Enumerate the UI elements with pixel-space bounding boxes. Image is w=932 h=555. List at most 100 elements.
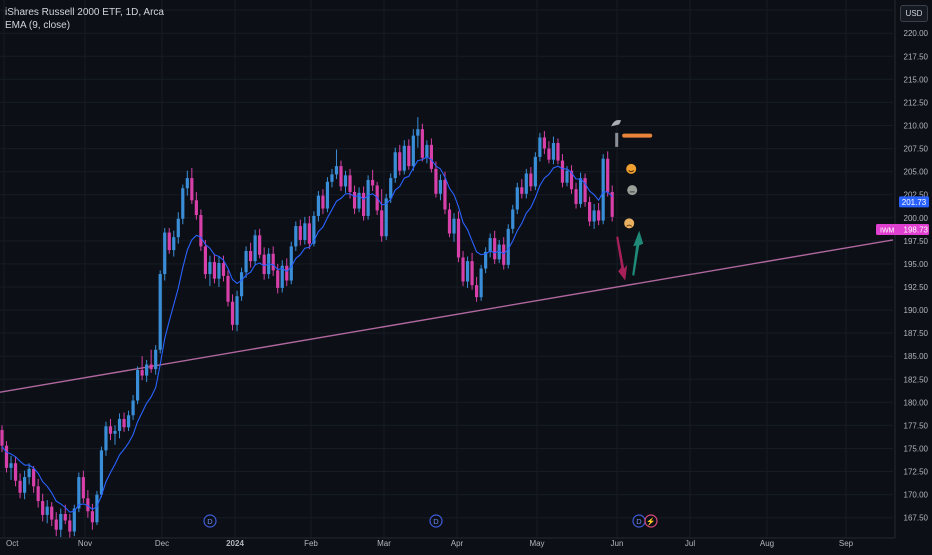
candle bbox=[325, 177, 330, 213]
candle-body bbox=[99, 450, 104, 495]
price-tick-label: 210.00 bbox=[904, 122, 929, 131]
smiley-icon[interactable] bbox=[626, 163, 637, 174]
candle-body bbox=[154, 349, 158, 370]
symbol-title[interactable]: iShares Russell 2000 ETF, 1D, Arca bbox=[5, 7, 164, 18]
candle bbox=[117, 413, 122, 439]
candle bbox=[54, 512, 58, 537]
candle bbox=[452, 213, 456, 242]
candle bbox=[285, 258, 289, 287]
candle-body bbox=[592, 210, 596, 222]
trendline-layer[interactable] bbox=[0, 239, 894, 393]
candle-body bbox=[465, 261, 470, 282]
candle-body bbox=[565, 170, 569, 183]
candle bbox=[158, 270, 162, 354]
time-tick-label: Jul bbox=[685, 539, 695, 548]
candle bbox=[249, 242, 253, 268]
candle-body bbox=[271, 253, 275, 271]
candle-body bbox=[461, 257, 465, 282]
event-markers-layer[interactable]: D D D ⚡ bbox=[203, 514, 658, 528]
candle bbox=[515, 182, 519, 215]
candle bbox=[167, 227, 171, 254]
candle bbox=[434, 161, 438, 198]
candle bbox=[398, 144, 402, 176]
price-tick-label: 200.00 bbox=[904, 214, 929, 223]
candle-body bbox=[4, 445, 9, 468]
candle-body bbox=[126, 415, 131, 428]
candle bbox=[9, 455, 13, 480]
candles-layer bbox=[0, 117, 614, 538]
candle bbox=[145, 359, 149, 383]
currency-button[interactable]: USD bbox=[900, 5, 928, 22]
candle-body bbox=[538, 137, 542, 157]
last-price-badge[interactable]: 201.73 bbox=[899, 196, 929, 208]
candle bbox=[569, 165, 574, 194]
candle bbox=[32, 466, 36, 493]
candle-body bbox=[108, 426, 113, 434]
dividend-marker-icon[interactable]: D bbox=[632, 514, 646, 528]
support-trendline[interactable] bbox=[0, 239, 894, 393]
candle bbox=[90, 503, 94, 530]
hammer-head bbox=[611, 120, 622, 127]
candle bbox=[59, 508, 63, 538]
candle-body bbox=[601, 158, 605, 221]
candle bbox=[416, 117, 420, 148]
candle-body bbox=[203, 246, 207, 275]
earnings-flash-icon[interactable]: ⚡ bbox=[644, 514, 658, 528]
candle bbox=[475, 276, 479, 302]
candle bbox=[172, 230, 176, 257]
dividend-marker-icon[interactable]: D bbox=[203, 514, 217, 528]
last-price-badge-bg bbox=[899, 196, 929, 208]
candle-body bbox=[90, 511, 94, 523]
candle bbox=[41, 493, 45, 522]
dividend-marker-icon[interactable]: D bbox=[429, 514, 443, 528]
up-arrow-icon[interactable] bbox=[632, 230, 644, 276]
candle-body bbox=[145, 364, 149, 376]
candle-body bbox=[569, 170, 574, 190]
candle-body bbox=[321, 195, 325, 209]
candle-body bbox=[393, 152, 397, 179]
candle bbox=[226, 270, 230, 307]
price-tick-label: 195.00 bbox=[904, 260, 929, 269]
candle-body bbox=[140, 370, 144, 376]
candle bbox=[357, 187, 361, 213]
candle-body bbox=[380, 210, 384, 237]
candle-body bbox=[307, 223, 311, 244]
ema-indicator-label[interactable]: EMA (9, close) bbox=[5, 20, 71, 31]
candle bbox=[113, 425, 117, 445]
candle bbox=[244, 246, 248, 278]
candle-body bbox=[398, 152, 402, 171]
price-tick-label: 220.00 bbox=[904, 29, 929, 38]
candle bbox=[511, 204, 515, 234]
price-axis-bg bbox=[895, 0, 932, 550]
candle bbox=[208, 255, 212, 287]
candle bbox=[583, 173, 587, 207]
candle-body bbox=[384, 198, 388, 237]
candle-body bbox=[316, 195, 320, 216]
candle bbox=[72, 504, 76, 537]
candle-body bbox=[276, 270, 280, 288]
annotations-layer[interactable] bbox=[611, 120, 653, 281]
price-tick-label: 190.00 bbox=[904, 306, 929, 315]
candle bbox=[199, 209, 203, 252]
candle bbox=[524, 168, 528, 199]
time-axis[interactable]: Oct Nov Dec 2024 Feb Mar Apr May Jun Jul Aug Sep bbox=[0, 537, 895, 548]
symbol-price-badge[interactable]: IWM 198.73 bbox=[876, 224, 929, 236]
candle-body bbox=[443, 179, 447, 210]
price-axis[interactable]: 167.50 170.00 172.50 175.00 177.50 180.00 182.… bbox=[876, 0, 932, 550]
candle bbox=[533, 152, 537, 191]
price-tick-label: 217.50 bbox=[904, 52, 929, 61]
frowning-face-icon[interactable] bbox=[624, 218, 635, 229]
frowning-face bbox=[624, 218, 635, 229]
candle-body bbox=[122, 418, 126, 428]
candle bbox=[542, 131, 546, 155]
chart-legend: iShares Russell 2000 ETF, 1D, Arca EMA (… bbox=[5, 6, 164, 32]
neutral-face-icon[interactable] bbox=[627, 185, 638, 196]
candle bbox=[352, 185, 357, 215]
candle-body bbox=[68, 520, 72, 532]
hammer-icon[interactable] bbox=[611, 120, 653, 147]
candle-body bbox=[262, 254, 266, 275]
down-arrow-icon[interactable] bbox=[616, 236, 628, 281]
price-tick-label: 175.00 bbox=[904, 444, 929, 453]
